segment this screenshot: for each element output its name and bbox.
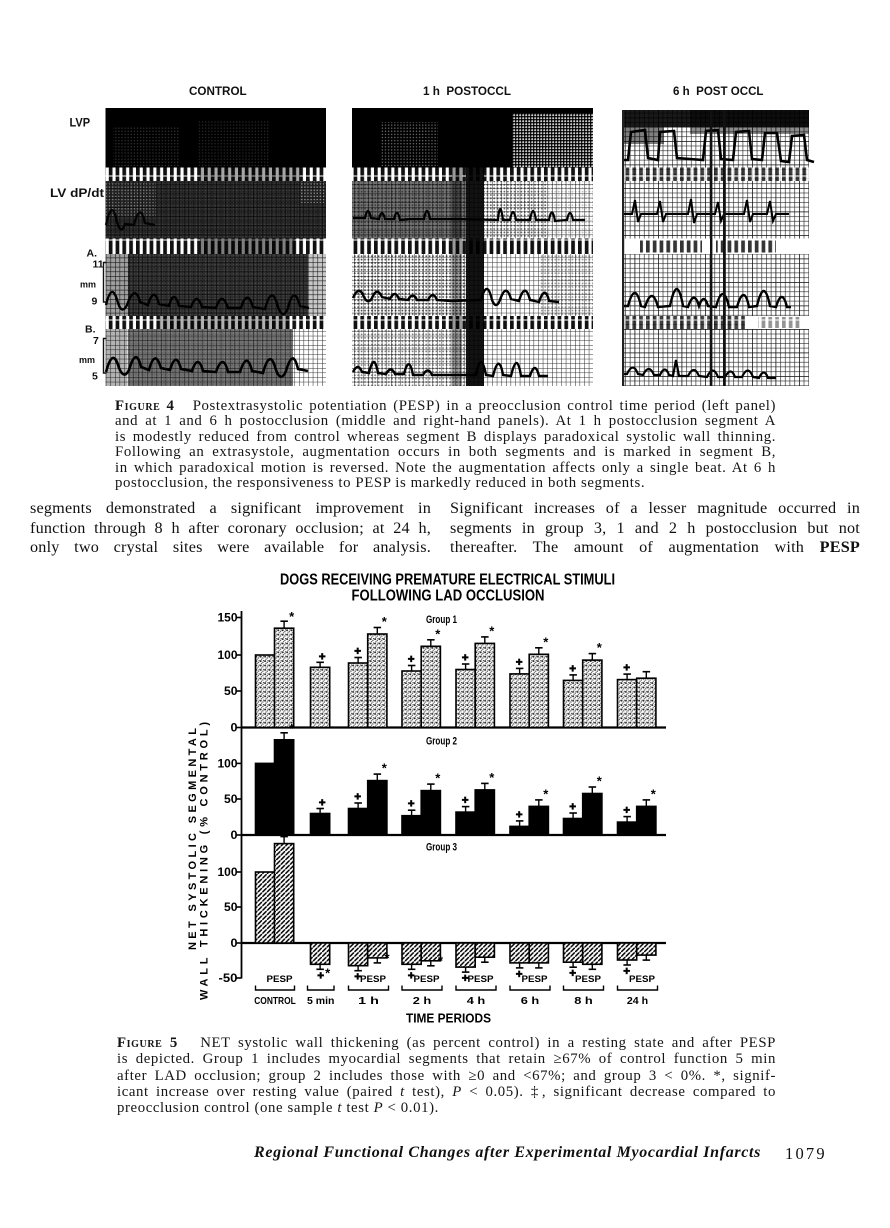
- svg-text:6 h POST OCCL: 6 h POST OCCL: [673, 84, 764, 98]
- svg-text:*: *: [597, 640, 603, 655]
- svg-text:✚: ✚: [623, 805, 631, 815]
- svg-text:PESP: PESP: [575, 974, 602, 985]
- svg-text:*: *: [382, 614, 388, 629]
- svg-text:-50: -50: [219, 971, 238, 985]
- svg-text:✚: ✚: [516, 657, 524, 667]
- svg-text:✚: ✚: [462, 973, 470, 983]
- svg-text:0: 0: [231, 936, 238, 950]
- svg-text:1 h: 1 h: [358, 995, 379, 1007]
- svg-text:*: *: [597, 774, 603, 789]
- svg-text:✚: ✚: [462, 653, 470, 663]
- svg-text:✚: ✚: [569, 802, 577, 812]
- svg-text:PESP: PESP: [629, 974, 656, 985]
- svg-text:mm: mm: [80, 280, 96, 290]
- svg-text:*: *: [385, 951, 391, 966]
- svg-text:PESP: PESP: [468, 974, 495, 985]
- svg-text:*: *: [435, 626, 441, 641]
- svg-text:*: *: [489, 623, 495, 638]
- svg-text:150: 150: [218, 611, 238, 625]
- svg-text:0: 0: [231, 721, 238, 735]
- svg-text:✚: ✚: [623, 663, 631, 673]
- svg-text:LV dP/dt: LV dP/dt: [50, 188, 104, 200]
- svg-text:✚: ✚: [354, 972, 362, 982]
- svg-text:✚: ✚: [354, 792, 362, 802]
- svg-text:✚: ✚: [354, 646, 362, 656]
- svg-text:*: *: [651, 786, 657, 801]
- svg-text:✚: ✚: [623, 966, 631, 976]
- svg-text:2 h: 2 h: [413, 995, 432, 1007]
- svg-text:0: 0: [231, 828, 238, 842]
- svg-text:*: *: [382, 761, 388, 776]
- svg-text:✚: ✚: [569, 663, 577, 673]
- svg-text:mm: mm: [79, 355, 95, 365]
- svg-text:*: *: [543, 786, 549, 801]
- svg-text:✚: ✚: [516, 809, 524, 819]
- svg-text:50: 50: [224, 900, 238, 914]
- svg-text:PESP: PESP: [267, 974, 294, 985]
- svg-text:✚: ✚: [408, 970, 416, 980]
- svg-text:✚: ✚: [319, 651, 327, 661]
- svg-text:LVP: LVP: [70, 118, 91, 130]
- svg-text:*: *: [438, 953, 444, 968]
- svg-text:7: 7: [93, 335, 99, 347]
- svg-text:4 h: 4 h: [467, 995, 486, 1007]
- svg-text:Group 2: Group 2: [426, 736, 457, 748]
- svg-text:✚: ✚: [408, 654, 416, 664]
- svg-text:50: 50: [224, 792, 238, 806]
- svg-text:8 h: 8 h: [574, 995, 593, 1007]
- svg-text:100: 100: [218, 757, 238, 771]
- svg-text:WALL THICKENING (% CONTROL): WALL THICKENING (% CONTROL): [199, 722, 211, 1000]
- svg-text:PESP: PESP: [360, 974, 387, 985]
- svg-text:✚: ✚: [462, 795, 470, 805]
- svg-text:*: *: [289, 609, 295, 624]
- svg-text:DOGS RECEIVING PREMATURE ELECT: DOGS RECEIVING PREMATURE ELECTRICAL STIM…: [280, 572, 615, 589]
- svg-text:FOLLOWING LAD OCCLUSION: FOLLOWING LAD OCCLUSION: [352, 588, 545, 605]
- svg-text:9: 9: [92, 296, 98, 308]
- svg-text:100: 100: [218, 865, 238, 879]
- svg-text:*: *: [435, 771, 441, 786]
- svg-text:Group 3: Group 3: [426, 842, 457, 854]
- svg-text:*: *: [543, 634, 549, 649]
- svg-text:*: *: [289, 825, 295, 840]
- svg-text:TIME PERIODS: TIME PERIODS: [406, 1012, 491, 1026]
- svg-text:*: *: [289, 721, 295, 736]
- svg-text:Group 1: Group 1: [426, 614, 457, 626]
- svg-text:*: *: [325, 965, 331, 980]
- svg-text:✚: ✚: [569, 968, 577, 978]
- svg-text:PESP: PESP: [414, 974, 441, 985]
- svg-text:✚: ✚: [408, 799, 416, 809]
- svg-text:24 h: 24 h: [627, 995, 648, 1007]
- svg-text:PESP: PESP: [522, 974, 549, 985]
- svg-text:CONTROL: CONTROL: [189, 84, 247, 98]
- svg-text:CONTROL: CONTROL: [254, 995, 296, 1007]
- svg-text:11: 11: [93, 259, 104, 271]
- svg-text:1 h POSTOCCL: 1 h POSTOCCL: [423, 84, 512, 98]
- svg-text:50: 50: [224, 684, 238, 698]
- svg-text:NET SYSTOLIC SEGMENTAL: NET SYSTOLIC SEGMENTAL: [187, 728, 199, 950]
- svg-text:*: *: [489, 770, 495, 785]
- svg-text:B.: B.: [85, 324, 96, 336]
- svg-text:5 min: 5 min: [307, 995, 334, 1007]
- svg-text:✚: ✚: [319, 798, 327, 808]
- svg-text:✚: ✚: [516, 969, 524, 979]
- svg-text:✚: ✚: [317, 970, 325, 980]
- svg-text:6 h: 6 h: [521, 995, 540, 1007]
- svg-text:5: 5: [92, 371, 98, 383]
- svg-text:100: 100: [218, 648, 238, 662]
- svg-text:A.: A.: [87, 248, 98, 260]
